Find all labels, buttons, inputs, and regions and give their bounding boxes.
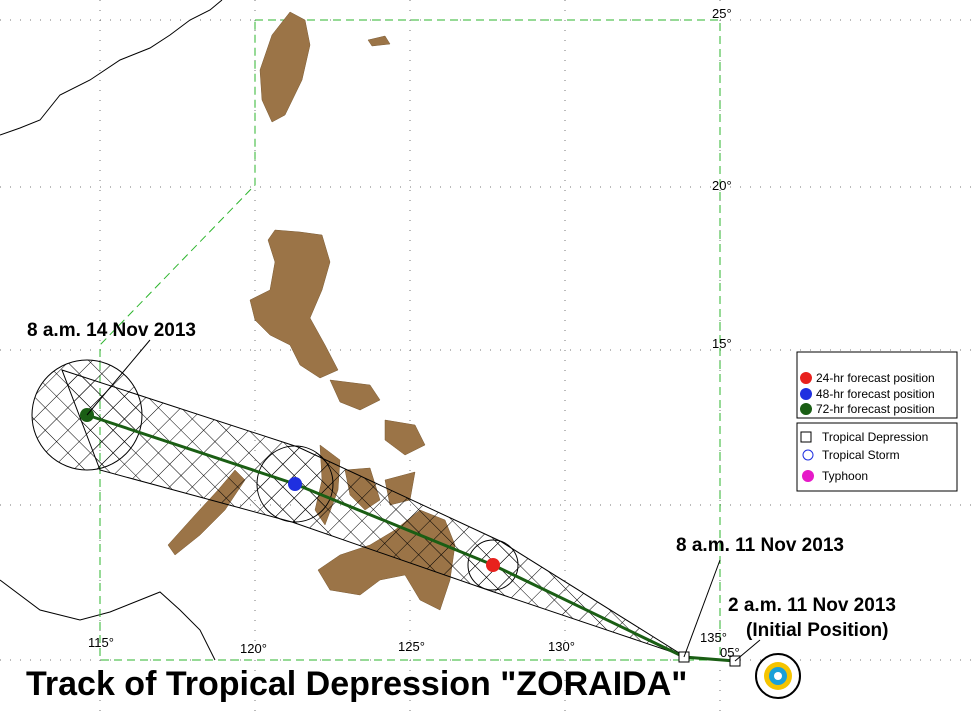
lat-label: 20° — [712, 178, 732, 193]
legend: 24-hr forecast position 48-hr forecast p… — [796, 351, 958, 492]
lon-label: 130° — [548, 639, 575, 654]
legend-label: Typhoon — [822, 469, 868, 483]
lon-label: 135° — [700, 630, 727, 645]
forecast-48h — [288, 477, 302, 491]
lat-label: 15° — [712, 336, 732, 351]
logo — [755, 653, 801, 699]
annotation: (Initial Position) — [746, 620, 889, 641]
par-boundary — [99, 19, 721, 661]
lon-label: 125° — [398, 639, 425, 654]
lat-label: 05° — [720, 645, 740, 660]
lon-label: 115° — [88, 635, 114, 650]
legend-label: 48-hr forecast position — [816, 387, 935, 401]
forecast-24h — [486, 558, 500, 572]
legend-label: Tropical Storm — [822, 448, 900, 462]
map-title: Track of Tropical Depression "ZORAIDA" — [26, 665, 687, 703]
leader-lines — [86, 339, 761, 662]
legend-label: 72-hr forecast position — [816, 402, 935, 416]
annotation: 2 a.m. 11 Nov 2013 — [728, 595, 896, 616]
annotation: 8 a.m. 14 Nov 2013 — [27, 320, 196, 341]
lon-label: 120° — [240, 641, 267, 656]
lat-label: 25° — [712, 6, 732, 21]
annotation: 8 a.m. 11 Nov 2013 — [676, 535, 844, 556]
legend-label: Tropical Depression — [822, 430, 928, 444]
legend-label: 24-hr forecast position — [816, 371, 935, 385]
coastline — [0, 0, 223, 661]
